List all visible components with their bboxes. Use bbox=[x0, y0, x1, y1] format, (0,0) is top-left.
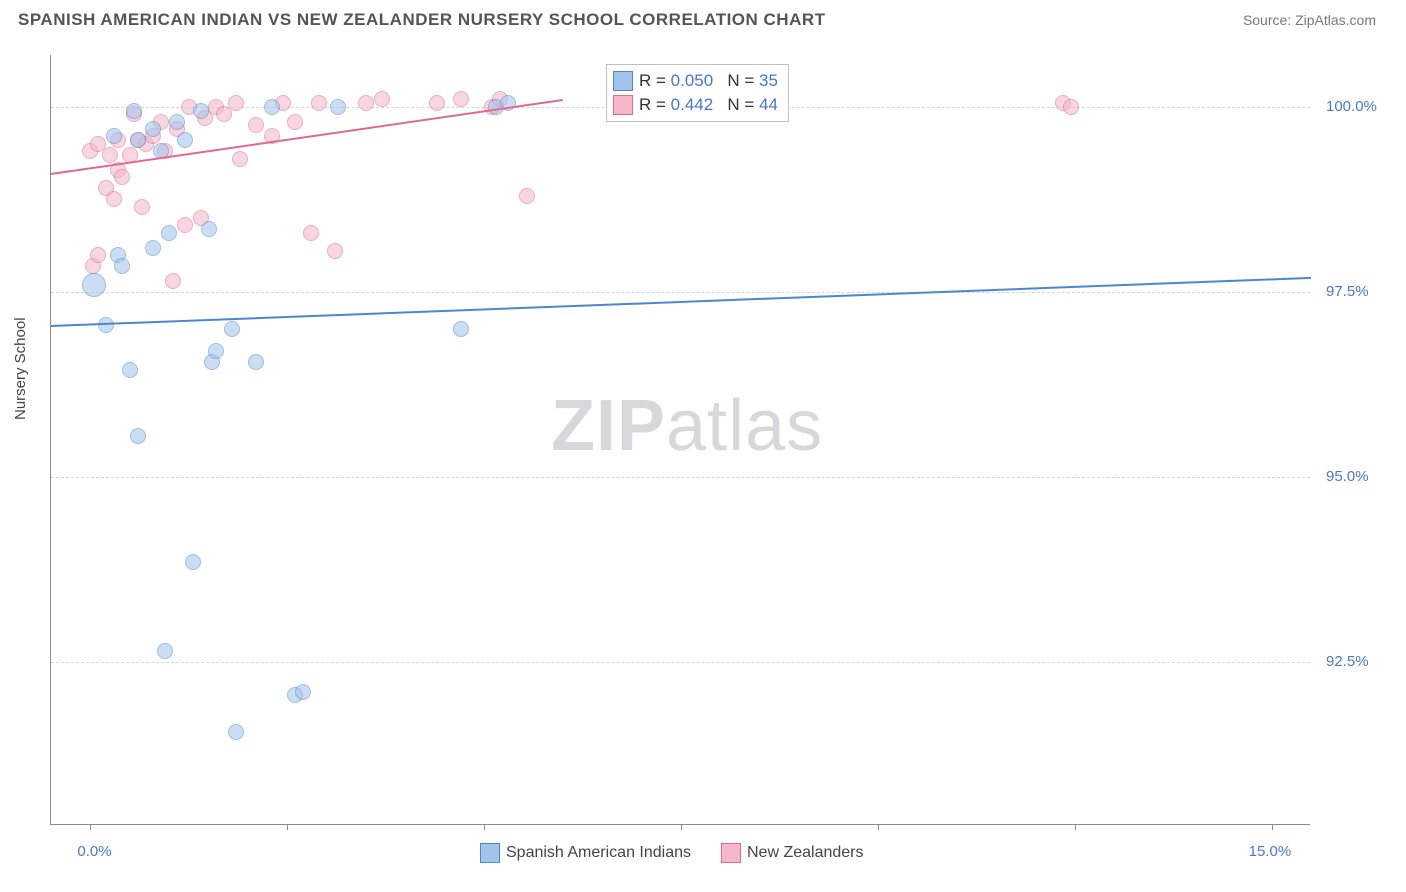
series-legend: Spanish American Indians New Zealanders bbox=[480, 843, 864, 863]
scatter-point bbox=[130, 428, 146, 444]
legend-item: Spanish American Indians bbox=[480, 843, 691, 863]
chart-header: SPANISH AMERICAN INDIAN VS NEW ZEALANDER… bbox=[0, 0, 1406, 38]
scatter-point bbox=[232, 151, 248, 167]
y-tick-label: 92.5% bbox=[1326, 653, 1369, 670]
legend-item: New Zealanders bbox=[721, 843, 864, 863]
scatter-point bbox=[82, 273, 106, 297]
scatter-point bbox=[177, 217, 193, 233]
correlation-legend: R = 0.050 N = 35 R = 0.442 N = 44 bbox=[606, 64, 789, 122]
x-tick-label: 0.0% bbox=[77, 843, 111, 860]
scatter-point bbox=[201, 221, 217, 237]
x-tick bbox=[90, 824, 91, 830]
scatter-point bbox=[453, 91, 469, 107]
x-tick-label: 15.0% bbox=[1249, 843, 1292, 860]
legend-swatch bbox=[613, 71, 633, 91]
legend-swatch bbox=[613, 95, 633, 115]
legend-row: R = 0.050 N = 35 bbox=[613, 69, 778, 93]
scatter-point bbox=[303, 225, 319, 241]
scatter-point bbox=[374, 91, 390, 107]
watermark-light: atlas bbox=[666, 386, 823, 466]
scatter-point bbox=[208, 343, 224, 359]
watermark-bold: ZIP bbox=[551, 386, 666, 466]
legend-label: New Zealanders bbox=[747, 844, 864, 862]
scatter-point bbox=[248, 354, 264, 370]
scatter-point bbox=[330, 99, 346, 115]
y-tick-label: 97.5% bbox=[1326, 283, 1369, 300]
legend-row: R = 0.442 N = 44 bbox=[613, 93, 778, 117]
scatter-point bbox=[114, 258, 130, 274]
scatter-point bbox=[145, 121, 161, 137]
x-tick bbox=[484, 824, 485, 830]
scatter-point bbox=[185, 554, 201, 570]
scatter-point bbox=[114, 169, 130, 185]
scatter-point bbox=[287, 114, 303, 130]
gridline bbox=[51, 662, 1310, 663]
gridline bbox=[51, 292, 1310, 293]
legend-swatch bbox=[480, 843, 500, 863]
x-tick bbox=[287, 824, 288, 830]
gridline bbox=[51, 477, 1310, 478]
scatter-point bbox=[228, 95, 244, 111]
scatter-point bbox=[157, 643, 173, 659]
scatter-point bbox=[1063, 99, 1079, 115]
x-tick bbox=[878, 824, 879, 830]
scatter-point bbox=[169, 114, 185, 130]
scatter-point bbox=[519, 188, 535, 204]
y-tick-label: 100.0% bbox=[1326, 98, 1377, 115]
scatter-point bbox=[177, 132, 193, 148]
scatter-point bbox=[264, 99, 280, 115]
x-tick bbox=[1272, 824, 1273, 830]
scatter-point bbox=[161, 225, 177, 241]
scatter-point bbox=[311, 95, 327, 111]
legend-label: Spanish American Indians bbox=[506, 844, 691, 862]
scatter-point bbox=[126, 103, 142, 119]
scatter-point bbox=[98, 317, 114, 333]
scatter-point bbox=[106, 128, 122, 144]
scatter-point bbox=[224, 321, 240, 337]
chart-title: SPANISH AMERICAN INDIAN VS NEW ZEALANDER… bbox=[18, 10, 826, 30]
scatter-point bbox=[134, 199, 150, 215]
scatter-point bbox=[248, 117, 264, 133]
scatter-point bbox=[228, 724, 244, 740]
y-tick-label: 95.0% bbox=[1326, 468, 1369, 485]
scatter-point bbox=[358, 95, 374, 111]
scatter-point bbox=[90, 247, 106, 263]
scatter-point bbox=[453, 321, 469, 337]
scatter-point bbox=[295, 684, 311, 700]
scatter-point bbox=[429, 95, 445, 111]
scatter-point bbox=[165, 273, 181, 289]
scatter-point bbox=[327, 243, 343, 259]
x-tick bbox=[1075, 824, 1076, 830]
scatter-plot: ZIPatlas R = 0.050 N = 35 R = 0.442 N = 4… bbox=[50, 55, 1310, 825]
chart-source: Source: ZipAtlas.com bbox=[1243, 12, 1376, 28]
scatter-point bbox=[130, 132, 146, 148]
legend-stat-text: R = 0.442 N = 44 bbox=[639, 95, 778, 115]
legend-swatch bbox=[721, 843, 741, 863]
scatter-point bbox=[193, 103, 209, 119]
y-axis-label: Nursery School bbox=[12, 317, 29, 420]
scatter-point bbox=[122, 362, 138, 378]
scatter-point bbox=[102, 147, 118, 163]
watermark: ZIPatlas bbox=[551, 385, 823, 467]
scatter-point bbox=[106, 191, 122, 207]
trend-line bbox=[51, 277, 1311, 327]
legend-stat-text: R = 0.050 N = 35 bbox=[639, 71, 778, 91]
scatter-point bbox=[145, 240, 161, 256]
x-tick bbox=[681, 824, 682, 830]
